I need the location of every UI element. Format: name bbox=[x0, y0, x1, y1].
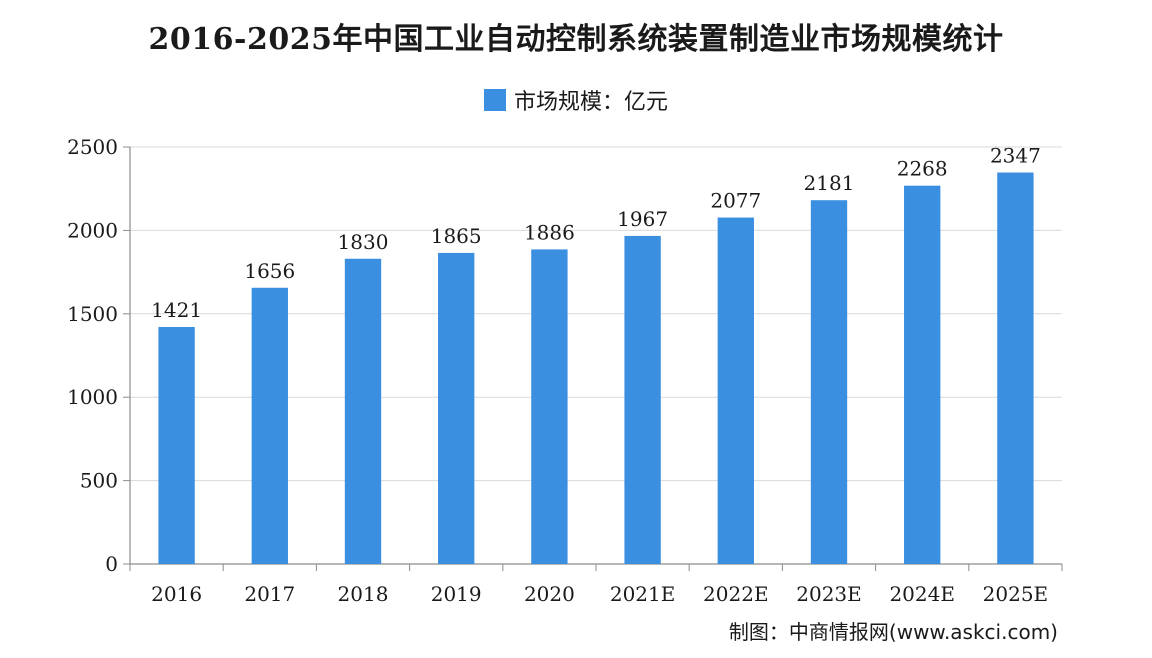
source-note: 制图：中商情报网(www.askci.com) bbox=[728, 620, 1058, 644]
y-tick-label: 1500 bbox=[67, 302, 118, 326]
data-label: 1886 bbox=[524, 220, 575, 244]
bar bbox=[438, 252, 475, 564]
chart-title: 2016-2025年中国工业自动控制系统装置制造业市场规模统计 bbox=[148, 22, 1004, 57]
bar bbox=[251, 287, 288, 564]
tick-labels: 0 500 1000 1500 2000 2500 2016 2017 2018 2019 2020… bbox=[67, 135, 1048, 606]
x-tick-label: 2024E bbox=[889, 582, 955, 606]
data-label: 1967 bbox=[617, 207, 668, 231]
bars bbox=[158, 172, 1034, 565]
data-label: 2347 bbox=[990, 144, 1041, 168]
y-tick-label: 500 bbox=[80, 469, 118, 493]
bar bbox=[904, 185, 941, 564]
data-labels: 1421 1656 1830 1865 1886 1967 2077 2181 2268 2347 bbox=[151, 144, 1041, 322]
bar bbox=[810, 200, 848, 564]
bar bbox=[344, 258, 382, 564]
x-tick-label: 2022E bbox=[703, 582, 769, 606]
x-tick-label: 2025E bbox=[983, 582, 1049, 606]
x-tick-label: 2017 bbox=[244, 582, 295, 606]
data-label: 1865 bbox=[431, 224, 482, 248]
legend-label: 市场规模：亿元 bbox=[513, 90, 668, 115]
y-tick-label: 2000 bbox=[67, 218, 118, 242]
bar bbox=[717, 217, 754, 564]
x-tick-label: 2020 bbox=[524, 582, 575, 606]
legend-swatch bbox=[483, 89, 506, 111]
x-tick-label: 2021E bbox=[610, 582, 676, 606]
y-tick-label: 0 bbox=[105, 552, 118, 576]
x-tick-label: 2023E bbox=[796, 582, 862, 606]
data-label: 1421 bbox=[151, 298, 202, 322]
x-tick-label: 2019 bbox=[431, 582, 482, 606]
data-label: 1830 bbox=[338, 230, 389, 254]
bar bbox=[158, 326, 195, 564]
x-tick-label: 2016 bbox=[151, 582, 202, 606]
bar bbox=[531, 249, 568, 564]
legend: 市场规模：亿元 bbox=[0, 84, 1152, 116]
bar bbox=[997, 172, 1034, 565]
x-tick-label: 2018 bbox=[338, 582, 389, 606]
data-label: 2077 bbox=[710, 189, 761, 213]
data-label: 1656 bbox=[244, 259, 295, 283]
y-tick-label: 1000 bbox=[67, 385, 118, 409]
y-tick-label: 2500 bbox=[67, 135, 118, 159]
data-label: 2181 bbox=[804, 171, 855, 195]
data-label: 2268 bbox=[897, 157, 948, 181]
bar bbox=[624, 235, 661, 564]
